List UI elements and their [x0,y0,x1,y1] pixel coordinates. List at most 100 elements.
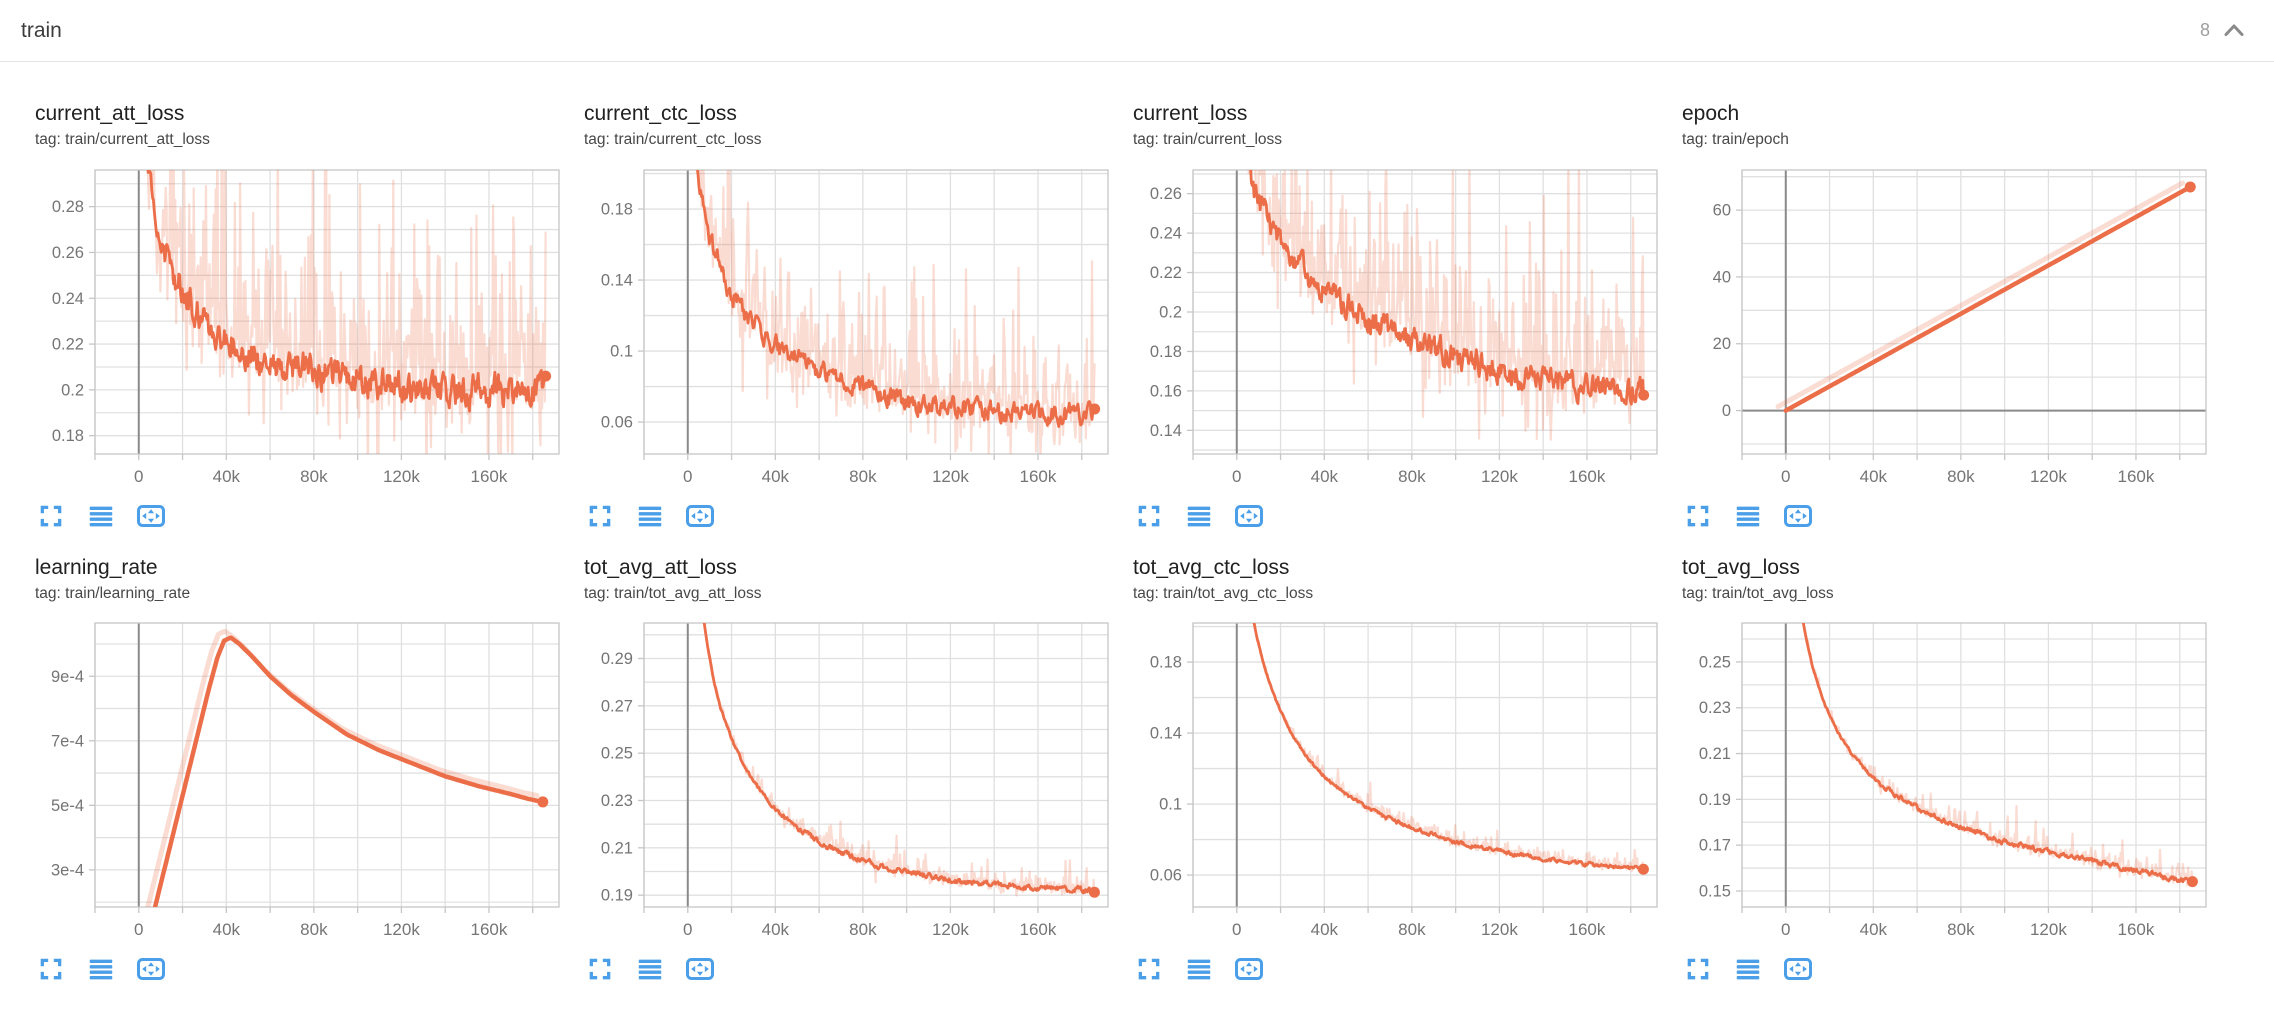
svg-text:120k: 120k [932,467,969,486]
fullscreen-icon [1138,505,1160,527]
svg-text:120k: 120k [1481,920,1518,939]
chart-title: epoch [1682,102,1740,125]
svg-text:80k: 80k [300,467,328,486]
data-table-icon [638,960,662,980]
svg-text:0.26: 0.26 [1150,185,1182,203]
svg-text:80k: 80k [1398,467,1426,486]
toggle-data-table-button[interactable] [634,953,666,985]
chart-tag: tag: train/current_att_loss [35,131,210,149]
fit-domain-icon [137,504,165,527]
expand-chart-button[interactable] [1682,500,1714,532]
svg-text:40k: 40k [1311,467,1339,486]
line-chart[interactable]: 0 40k 80k 120k 160k 0 20 40 60 [1682,162,2209,494]
svg-text:0.23: 0.23 [601,792,633,810]
svg-text:0.19: 0.19 [1699,791,1731,809]
svg-text:160k: 160k [471,920,508,939]
toggle-data-table-button[interactable] [1732,500,1764,532]
svg-text:40k: 40k [762,467,790,486]
svg-text:40k: 40k [762,920,790,939]
svg-text:0.23: 0.23 [1699,700,1731,718]
svg-text:0.06: 0.06 [1150,867,1182,885]
svg-text:0.1: 0.1 [610,342,633,360]
fit-domain-button[interactable] [684,500,716,532]
fit-domain-icon [1784,504,1812,527]
fit-domain-button[interactable] [1782,953,1814,985]
line-chart[interactable]: 0 40k 80k 120k 160k 3e-4 5e-4 7e-4 9e-4 [35,615,562,947]
data-table-icon [1736,960,1760,980]
svg-text:7e-4: 7e-4 [51,733,84,751]
expand-chart-button[interactable] [1682,953,1714,985]
svg-text:0.14: 0.14 [1150,725,1182,743]
chart-toolbar [584,500,1111,532]
svg-text:60: 60 [1713,201,1731,219]
chart-title: tot_avg_ctc_loss [1133,555,1290,579]
toggle-data-table-button[interactable] [85,500,117,532]
svg-text:0.28: 0.28 [52,198,84,216]
svg-text:0.25: 0.25 [601,745,633,763]
svg-text:160k: 160k [471,467,508,486]
expand-chart-button[interactable] [584,500,616,532]
svg-text:160k: 160k [2118,920,2155,939]
fit-domain-icon [1784,958,1812,981]
svg-text:160k: 160k [1020,467,1057,486]
fit-domain-button[interactable] [135,500,167,532]
fit-domain-button[interactable] [1782,500,1814,532]
chart-card: current_att_loss tag: train/current_att_… [35,102,562,532]
svg-text:40k: 40k [1860,920,1888,939]
chart-count: 8 [2199,20,2210,40]
chart-tag: tag: train/current_loss [1133,131,1283,149]
svg-text:0.2: 0.2 [61,381,84,399]
fit-domain-icon [137,958,165,981]
fit-domain-button[interactable] [684,953,716,985]
chart-card: tot_avg_loss tag: train/tot_avg_loss 0 40… [1682,556,2209,986]
svg-text:0.22: 0.22 [1150,264,1182,282]
line-chart[interactable]: 0 40k 80k 120k 160k 0.15 0.17 0.19 0.21 0.23 0.25 [1682,615,2209,947]
line-chart[interactable]: 0 40k 80k 120k 160k 0.14 0.16 0.18 0.2 0.22 0.24 0.… [1133,162,1660,494]
svg-text:0.24: 0.24 [1150,224,1182,242]
svg-text:0.27: 0.27 [601,698,633,716]
svg-text:0.16: 0.16 [1150,382,1182,400]
svg-text:0.19: 0.19 [601,887,633,905]
svg-text:120k: 120k [383,467,420,486]
fullscreen-icon [1138,959,1160,980]
expand-chart-button[interactable] [35,953,67,985]
expand-chart-button[interactable] [584,953,616,985]
line-chart[interactable]: 0 40k 80k 120k 160k 0.19 0.21 0.23 0.25 0.27 0.29 [584,615,1111,947]
data-table-icon [1736,506,1760,527]
svg-text:0.2: 0.2 [1159,303,1182,321]
toggle-data-table-button[interactable] [85,953,117,985]
line-chart[interactable]: 0 40k 80k 120k 160k 0.18 0.2 0.22 0.24 0.26 0.28 [35,162,562,494]
expand-chart-button[interactable] [1133,953,1165,985]
chart-card: tot_avg_att_loss tag: train/tot_avg_att_… [584,556,1111,986]
fit-domain-button[interactable] [1233,500,1265,532]
line-chart[interactable]: 0 40k 80k 120k 160k 0.06 0.1 0.14 0.18 [1133,615,1660,947]
svg-text:160k: 160k [1020,920,1057,939]
chart-title: tot_avg_att_loss [584,555,737,579]
svg-text:0: 0 [134,920,143,939]
svg-text:120k: 120k [2030,467,2067,486]
expand-chart-button[interactable] [1133,500,1165,532]
chart-toolbar [584,953,1111,985]
chevron-up-icon [2224,24,2244,36]
chart-title: learning_rate [35,555,158,579]
toggle-data-table-button[interactable] [1183,953,1215,985]
svg-text:0: 0 [134,467,143,486]
chart-tag: tag: train/current_ctc_loss [584,131,762,149]
collapse-group-button[interactable] [2220,17,2248,45]
svg-text:0.21: 0.21 [601,840,633,858]
expand-chart-button[interactable] [35,500,67,532]
svg-text:0.22: 0.22 [52,335,84,353]
svg-text:80k: 80k [1947,920,1975,939]
toggle-data-table-button[interactable] [634,500,666,532]
svg-text:3e-4: 3e-4 [51,862,84,880]
toggle-data-table-button[interactable] [1732,953,1764,985]
fit-domain-button[interactable] [135,953,167,985]
chart-title: current_ctc_loss [584,102,737,125]
svg-text:40k: 40k [1311,920,1339,939]
svg-text:0.17: 0.17 [1699,837,1731,855]
line-chart[interactable]: 0 40k 80k 120k 160k 0.06 0.1 0.14 0.18 [584,162,1111,494]
svg-text:0.24: 0.24 [52,289,84,307]
svg-text:80k: 80k [1398,920,1426,939]
fit-domain-button[interactable] [1233,953,1265,985]
toggle-data-table-button[interactable] [1183,500,1215,532]
